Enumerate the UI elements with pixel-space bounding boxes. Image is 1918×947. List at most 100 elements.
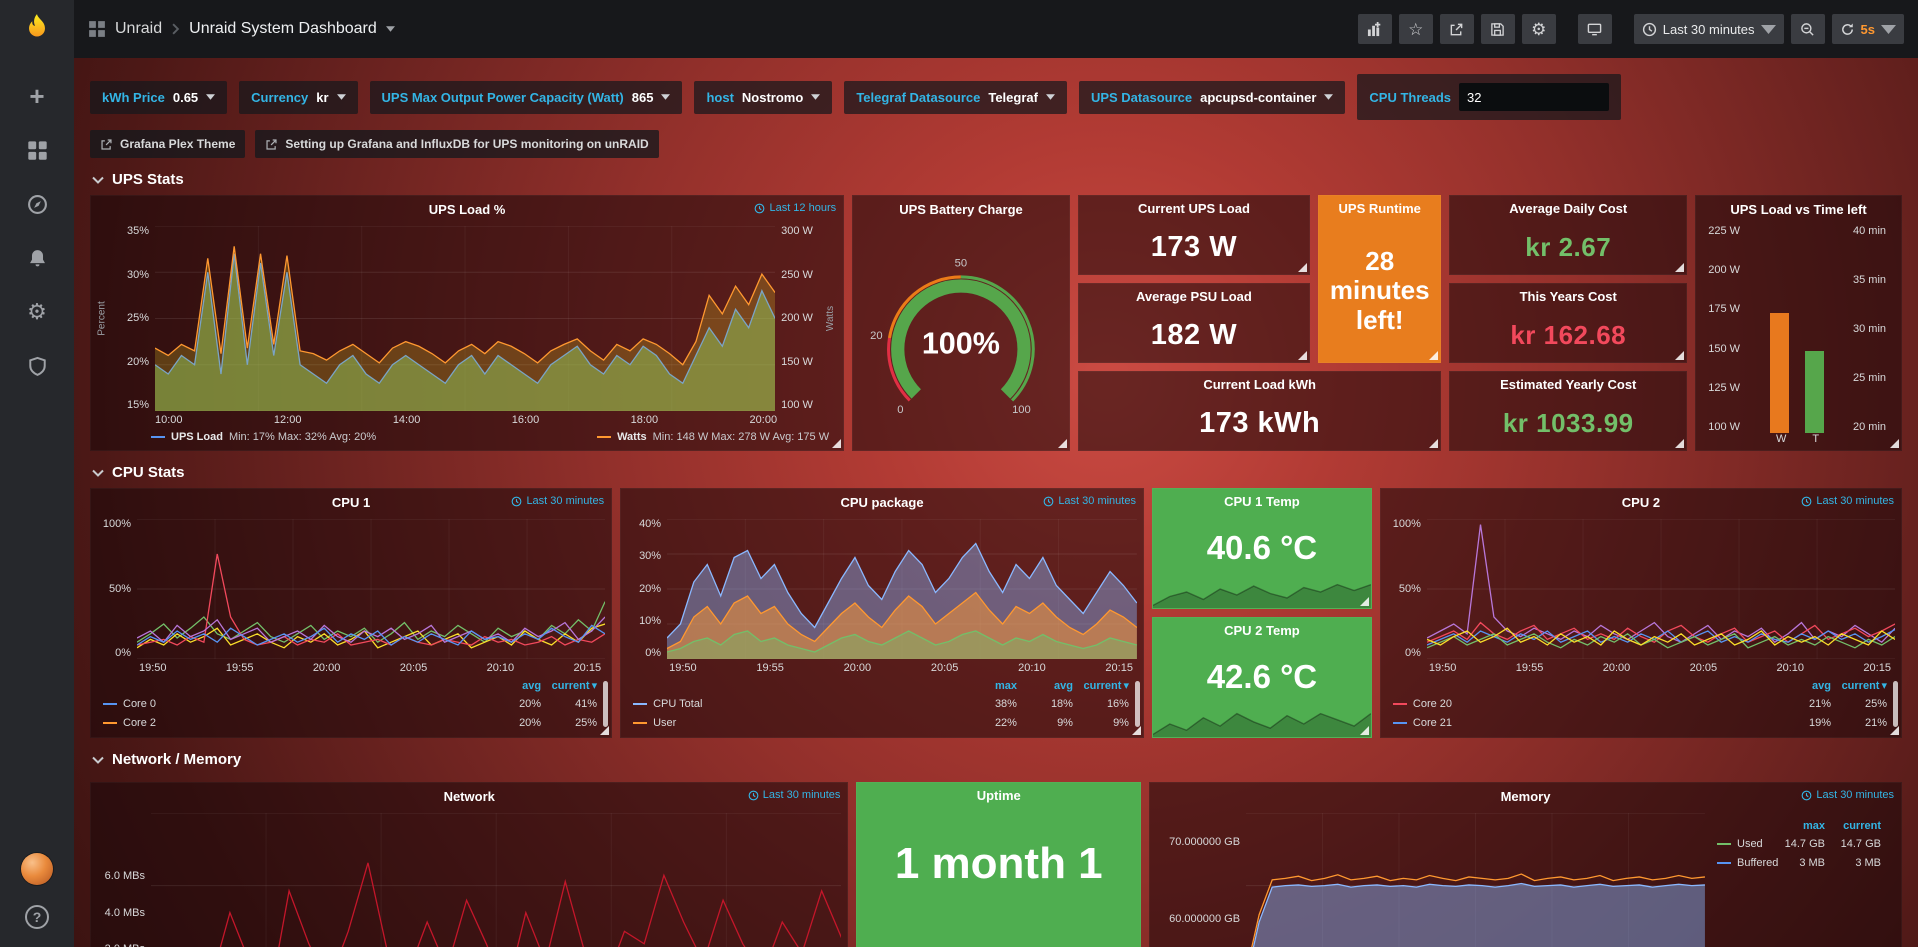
stat-title[interactable]: Estimated Yearly Cost — [1500, 376, 1637, 392]
panel-time-range-label: Last 30 minutes — [1801, 789, 1894, 801]
panel-title: UPS Load vs Time left — [1730, 201, 1867, 217]
legend-scrollbar[interactable] — [1134, 681, 1140, 727]
panel-resize-handle[interactable] — [1675, 439, 1685, 448]
variable-label: Currency — [251, 89, 309, 105]
panel-header[interactable]: Network Last 30 minutes — [91, 783, 847, 809]
legend-series-ups-load[interactable]: UPS Load Min: 17% Max: 32% Avg: 20% — [151, 431, 376, 443]
legend-series-name[interactable]: User — [633, 717, 961, 729]
chevron-down-icon[interactable] — [385, 26, 395, 32]
stat-title[interactable]: Average Daily Cost — [1509, 200, 1628, 216]
explore-icon[interactable] — [25, 192, 49, 216]
share-button[interactable] — [1439, 14, 1474, 44]
panel-resize-handle[interactable] — [1890, 439, 1899, 448]
variable-host[interactable]: host Nostromo — [694, 80, 833, 114]
legend-series-name[interactable]: Core 20 — [1392, 698, 1775, 710]
stat-title[interactable]: Average PSU Load — [1136, 288, 1252, 304]
stat-value: 173 kWh — [1199, 406, 1321, 439]
legend-series-name[interactable]: Buffered — [1717, 857, 1778, 869]
panel-header[interactable]: UPS Battery Charge — [853, 196, 1069, 222]
dashboard-title[interactable]: Unraid System Dashboard — [189, 20, 377, 37]
legend-series-name[interactable]: Core 21 — [1392, 717, 1775, 729]
stat-title[interactable]: Current UPS Load — [1137, 200, 1250, 216]
legend-series-name[interactable]: Used — [1717, 838, 1769, 850]
refresh-picker[interactable]: 5s — [1831, 14, 1904, 44]
panel-resize-handle[interactable] — [1890, 726, 1899, 735]
panel-resize-handle[interactable] — [1057, 439, 1067, 448]
panel-resize-handle[interactable] — [1359, 726, 1369, 735]
panel-header[interactable]: CPU package Last 30 minutes — [621, 489, 1143, 515]
create-icon[interactable] — [25, 84, 49, 108]
panel-resize-handle[interactable] — [1297, 351, 1307, 360]
zoom-out-button[interactable] — [1790, 14, 1825, 44]
add-panel-button[interactable] — [1357, 14, 1392, 44]
cpu1-chart[interactable] — [137, 519, 605, 659]
dashboard-settings-button[interactable] — [1521, 14, 1556, 44]
panel-ups-battery-charge: UPS Battery Charge 0 20 50 100 100% — [852, 195, 1070, 451]
network-chart[interactable] — [151, 813, 841, 947]
legend-series-name[interactable]: Core 2 — [103, 717, 485, 729]
panel-header[interactable]: UPS Load vs Time left — [1696, 196, 1901, 222]
panel-memory: Memory Last 30 minutes 70.000000 GB 60.00… — [1149, 782, 1902, 947]
time-range-picker[interactable]: Last 30 minutes — [1633, 14, 1784, 44]
panel-cpu2-temp: CPU 2 Temp 42.6 °C — [1151, 617, 1372, 738]
panel-header[interactable]: Memory Last 30 minutes — [1150, 783, 1901, 809]
panel-resize-handle[interactable] — [1675, 351, 1685, 360]
dashboards-icon[interactable] — [25, 138, 49, 162]
alerting-bell-icon[interactable] — [25, 246, 49, 270]
ups-load-chart[interactable] — [155, 226, 776, 411]
panel-resize-handle[interactable] — [1429, 439, 1439, 448]
variable-telegraf-datasource[interactable]: Telegraf Datasource Telegraf — [844, 80, 1067, 114]
panel-header[interactable]: CPU 2 Last 30 minutes — [1381, 489, 1901, 515]
panel-header[interactable]: CPU 1 Last 30 minutes — [91, 489, 611, 515]
stat-title[interactable]: Current Load kWh — [1203, 376, 1316, 392]
panel-resize-handle[interactable] — [1131, 726, 1141, 735]
share-icon — [1450, 23, 1463, 35]
clock-icon — [1801, 790, 1812, 800]
panel-resize-handle[interactable] — [1675, 263, 1685, 272]
cpu-threads-input[interactable] — [1459, 83, 1610, 111]
variable-currency[interactable]: Currency kr — [239, 80, 358, 114]
legend-series-name[interactable]: Core 0 — [103, 698, 485, 710]
configuration-gear-icon[interactable] — [25, 300, 49, 324]
legend-scrollbar[interactable] — [603, 681, 609, 727]
stat-title[interactable]: CPU 1 Temp — [1224, 493, 1300, 509]
cycle-view-button[interactable] — [1577, 14, 1612, 44]
server-admin-shield-icon[interactable] — [25, 354, 49, 378]
user-avatar[interactable] — [21, 853, 53, 885]
help-icon[interactable] — [25, 905, 49, 929]
star-button[interactable] — [1398, 14, 1433, 44]
section-header-network-memory[interactable]: Network / Memory — [92, 751, 1902, 768]
variable-kwh-price[interactable]: kWh Price 0.65 — [90, 80, 228, 114]
stat-title[interactable]: Uptime — [976, 787, 1021, 803]
stat-title[interactable]: UPS Runtime — [1338, 200, 1421, 216]
variable-ups-datasource[interactable]: UPS Datasource apcupsd-container — [1078, 80, 1346, 114]
panel-ups-load-header[interactable]: UPS Load % Last 12 hours — [91, 196, 843, 222]
legend-scrollbar[interactable] — [1893, 681, 1898, 727]
series-color-dash — [103, 702, 117, 705]
cpu2-chart[interactable] — [1427, 519, 1895, 659]
panel-resize-handle[interactable] — [1429, 351, 1439, 360]
memory-chart[interactable] — [1246, 813, 1705, 947]
panel-resize-handle[interactable] — [1297, 263, 1307, 272]
section-header-ups-stats[interactable]: UPS Stats — [92, 171, 1902, 188]
section-header-cpu-stats[interactable]: CPU Stats — [92, 464, 1902, 481]
panel-resize-handle[interactable] — [600, 726, 610, 735]
save-button[interactable] — [1480, 14, 1515, 44]
grafana-logo[interactable] — [0, 0, 74, 58]
breadcrumb-app[interactable]: Unraid — [115, 20, 163, 37]
legend-series-name[interactable]: CPU Total — [633, 698, 961, 710]
link-ups-monitoring-guide[interactable]: Setting up Grafana and InfluxDB for UPS … — [255, 130, 659, 158]
legend-header: avg current — [1393, 677, 1887, 694]
link-grafana-plex-theme[interactable]: Grafana Plex Theme — [90, 130, 246, 158]
variable-ups-max-output[interactable]: UPS Max Output Power Capacity (Watt) 865 — [369, 80, 683, 114]
variable-value: apcupsd-container — [1200, 89, 1317, 105]
stat-title[interactable]: This Years Cost — [1519, 288, 1617, 304]
ups-load-time-bar-chart[interactable] — [1746, 226, 1847, 433]
y-axis-ticks: 100% 50% 0% — [1392, 518, 1421, 659]
panel-resize-handle[interactable] — [832, 439, 842, 448]
legend-series-watts[interactable]: Watts Min: 148 W Max: 278 W Avg: 175 W — [597, 431, 829, 443]
cpu-package-chart[interactable] — [667, 519, 1137, 659]
chevron-right-icon — [172, 23, 180, 35]
stat-title[interactable]: CPU 2 Temp — [1224, 622, 1300, 638]
panel-resize-handle[interactable] — [1359, 597, 1369, 606]
